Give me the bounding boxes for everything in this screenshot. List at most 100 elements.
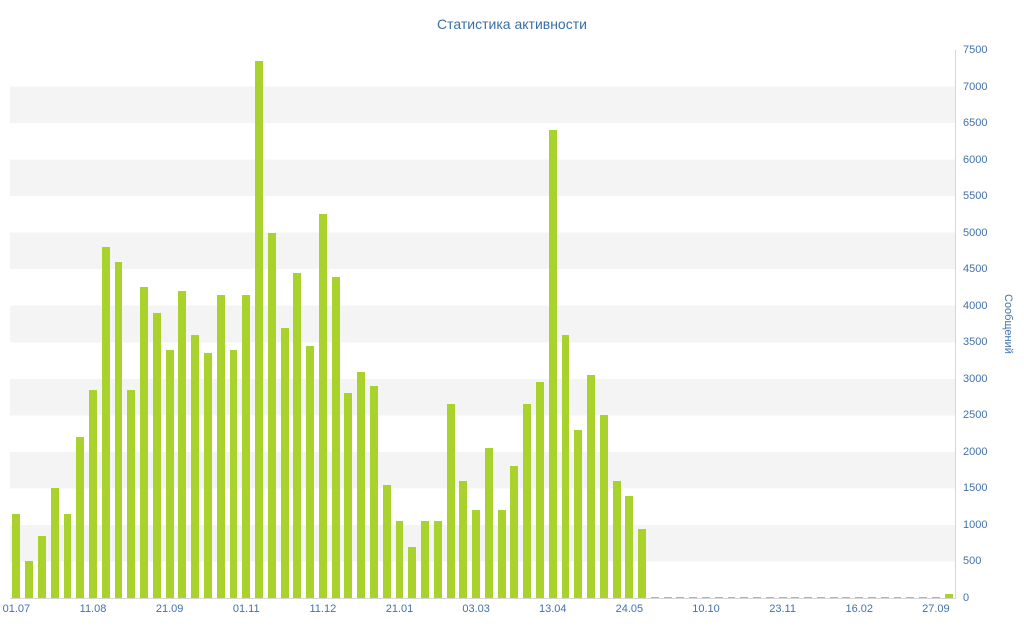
bar (408, 546, 417, 598)
bar (229, 349, 238, 598)
y-tick-label: 0 (963, 592, 970, 604)
bar (152, 313, 161, 598)
bar (765, 596, 774, 598)
bar (369, 386, 378, 598)
bar (650, 596, 659, 598)
x-tick-label: 03.03 (462, 603, 490, 615)
bar (178, 291, 187, 598)
bar (306, 345, 315, 598)
x-tick-label: 11.08 (79, 603, 107, 615)
x-tick-label: 24.05 (615, 603, 644, 615)
x-tick-label: 01.07 (2, 603, 31, 615)
x-axis: 01.07 11.08 21.09 01.11 11.12 21.01 03.03 13.04… (3, 602, 955, 618)
y-tick-label: 500 (963, 555, 982, 568)
bar (203, 353, 212, 598)
bar (753, 596, 761, 598)
bar (50, 488, 59, 598)
x-tick-label: 01.11 (232, 603, 260, 615)
chart-title: Статистика активности (437, 16, 587, 32)
bar (382, 484, 391, 598)
bar (791, 596, 800, 598)
bar (63, 513, 72, 598)
y-tick-label: 7500 (963, 44, 988, 56)
bar (433, 521, 442, 598)
bar (689, 596, 698, 598)
y-tick-label: 4500 (963, 263, 988, 276)
bar (714, 597, 723, 598)
bar (101, 247, 110, 598)
y-tick-label: 1500 (963, 482, 988, 495)
bar (574, 429, 583, 598)
bar (510, 466, 519, 598)
bar (255, 60, 263, 598)
bar (893, 596, 902, 598)
bar (523, 404, 532, 598)
y-tick-label: 2500 (963, 409, 988, 422)
bar (676, 597, 685, 598)
bar (344, 393, 353, 598)
bar (638, 528, 647, 598)
bar (548, 130, 557, 598)
x-tick-label: 27.09 (922, 603, 950, 615)
bar (587, 375, 595, 598)
bar (76, 437, 85, 598)
bar (497, 510, 506, 598)
bar (280, 327, 289, 598)
bar (421, 521, 429, 598)
bar (216, 294, 225, 598)
plot-area (10, 50, 956, 599)
x-tick-label: 16.02 (845, 603, 873, 615)
y-tick-label: 7000 (963, 80, 988, 93)
bar (472, 510, 481, 598)
bar (395, 521, 404, 598)
bar (740, 597, 749, 598)
x-tick-label: 21.09 (155, 603, 184, 615)
bar (318, 214, 327, 598)
y-tick-label: 3000 (963, 372, 988, 385)
bar (140, 287, 149, 598)
bar (293, 272, 302, 598)
x-tick-label: 10.10 (692, 603, 720, 615)
bar (331, 276, 340, 598)
x-tick-label: 13.04 (538, 603, 567, 615)
bar (612, 481, 621, 598)
bar (804, 597, 813, 598)
y-tick-label: 1000 (963, 518, 988, 531)
bar (127, 389, 136, 598)
x-tick-label: 11.12 (309, 603, 337, 615)
x-tick-label: 23.11 (769, 603, 796, 615)
bar (242, 294, 251, 598)
bar (446, 404, 455, 598)
bar (919, 596, 928, 598)
bar (191, 334, 200, 598)
bar (868, 596, 876, 598)
y-tick-label: 2000 (963, 445, 988, 458)
bar (816, 596, 825, 598)
bar (829, 596, 838, 598)
bar (855, 596, 864, 598)
bar (459, 481, 468, 598)
bar (931, 596, 940, 598)
bar (944, 593, 953, 598)
bar (536, 382, 544, 598)
bar (25, 561, 34, 598)
bar (702, 596, 710, 598)
bar (778, 597, 787, 598)
bar (727, 596, 736, 598)
bar (599, 415, 608, 598)
bar (357, 371, 366, 598)
bar (663, 596, 672, 598)
bar (625, 495, 634, 598)
y-tick-label: 6500 (963, 117, 988, 130)
bar (37, 535, 46, 598)
bar (561, 334, 570, 598)
bar (114, 261, 123, 598)
y-tick-label: 3500 (963, 336, 988, 349)
bar (880, 597, 889, 598)
bar (906, 597, 915, 598)
y-tick-label: 5000 (963, 226, 988, 239)
y-tick-label: 5500 (963, 190, 988, 203)
bar (89, 389, 97, 598)
bar (267, 232, 276, 598)
